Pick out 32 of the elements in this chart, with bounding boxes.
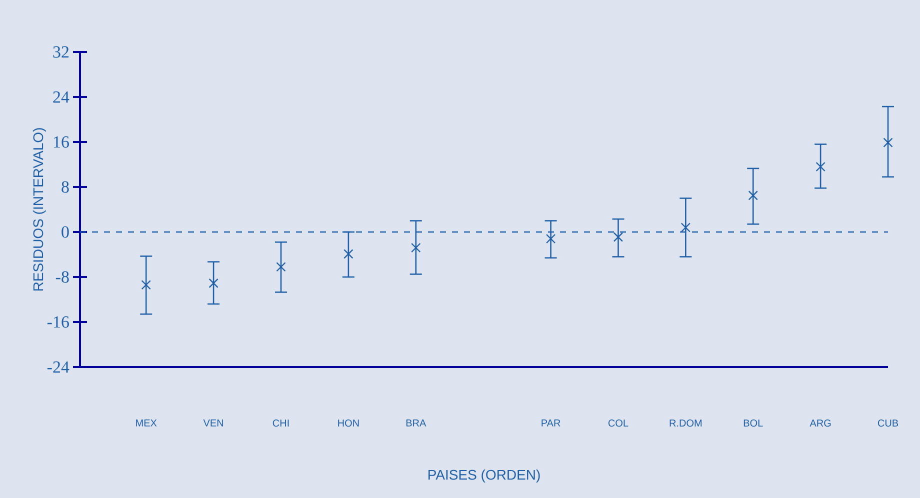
x-tick-label: CHI <box>272 420 289 427</box>
y-tick-label: -24 <box>47 361 70 373</box>
x-tick-label: ARG <box>810 420 831 427</box>
point <box>411 242 421 253</box>
point <box>344 249 354 259</box>
x-tick-label: BOL <box>744 420 763 427</box>
x-tick-label: MEX <box>136 420 157 426</box>
y-tick-label: 16 <box>54 136 69 148</box>
point <box>883 138 893 148</box>
x-tick-label: VEN <box>203 420 224 426</box>
point <box>546 234 556 244</box>
x-tick-label: CUB <box>878 420 898 427</box>
point <box>816 162 826 172</box>
y-tick-label: 8 <box>62 181 69 193</box>
x-tick-label: HON <box>338 420 359 427</box>
x-tick-label: COL <box>608 420 628 427</box>
y-tick-label: -16 <box>47 316 69 328</box>
y-axis-title: RESIDUOS (INTERVALO) <box>32 128 46 291</box>
x-tick-label: R.DOM <box>670 420 702 427</box>
y-tick-label: -8 <box>56 271 69 283</box>
x-axis-title: PAISES (ORDEN) <box>428 469 540 483</box>
point <box>613 232 624 242</box>
point <box>208 278 218 288</box>
y-tick-label: 32 <box>53 46 69 58</box>
x-tick-label: BRA <box>406 420 426 426</box>
point <box>680 222 691 232</box>
x-tick-label: PAR <box>542 420 560 426</box>
point <box>748 190 758 200</box>
y-tick-label: 0 <box>62 226 69 238</box>
point <box>141 280 151 290</box>
y-tick-label: 24 <box>53 91 70 103</box>
point <box>276 262 286 272</box>
